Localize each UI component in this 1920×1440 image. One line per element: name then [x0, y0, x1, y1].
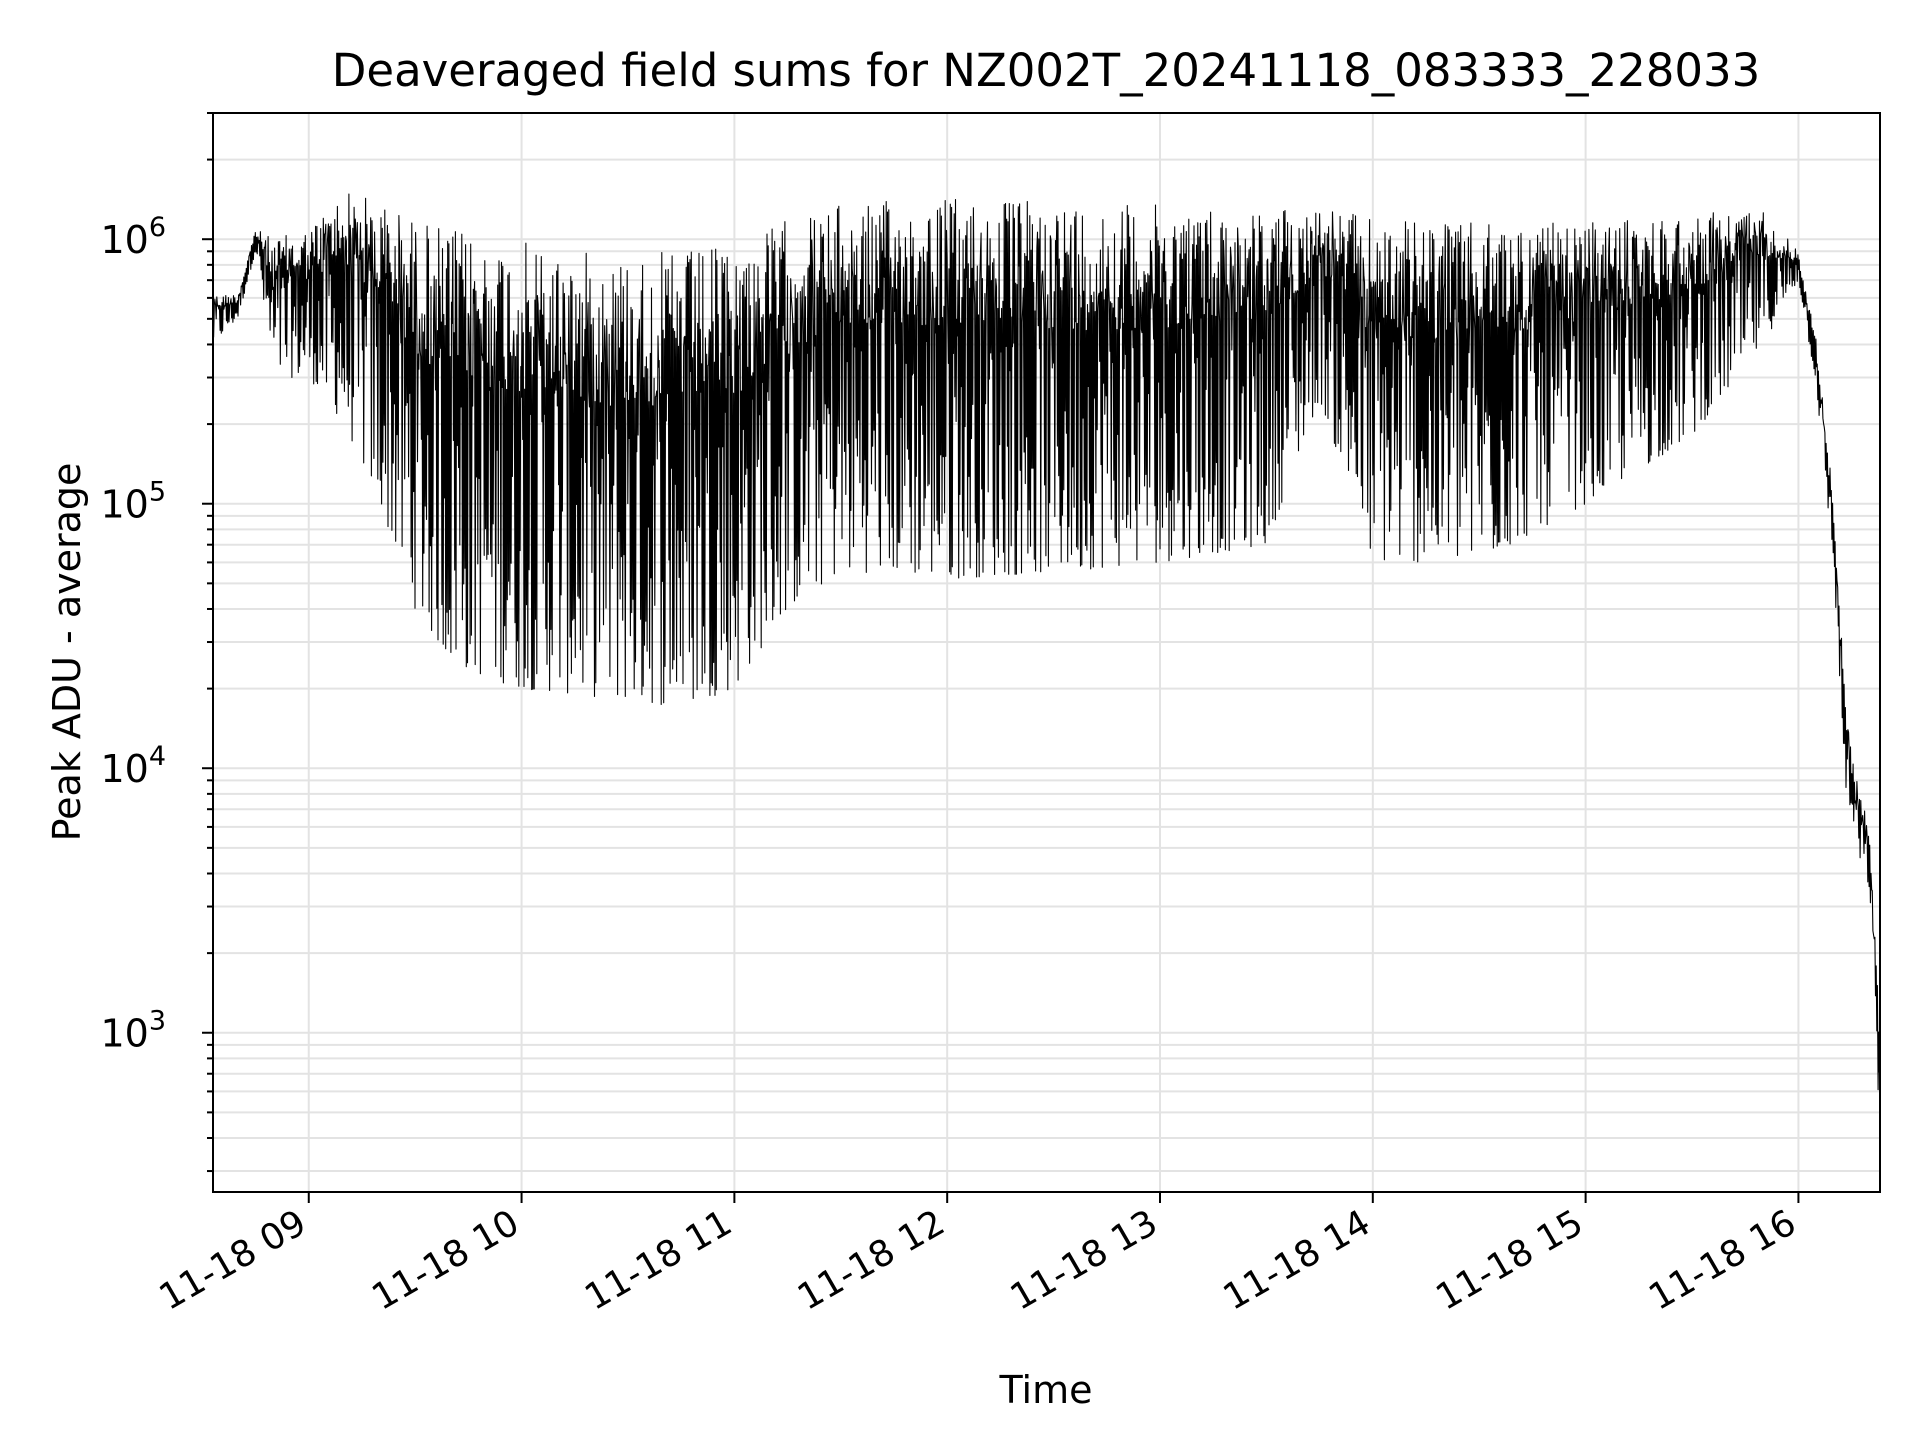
chart-title: Deaveraged field sums for NZ002T_2024111…	[332, 44, 1761, 97]
y-axis-label: Peak ADU - average	[45, 463, 89, 842]
axis-ticks	[202, 112, 1800, 1203]
data-series	[212, 193, 1881, 1091]
y-tick-label: 103	[100, 1006, 166, 1056]
y-tick-label: 104	[100, 741, 166, 791]
y-tick-label: 105	[100, 477, 166, 527]
y-tick-labels: 103 104 105 106	[100, 212, 166, 1056]
x-axis-label: Time	[999, 1368, 1093, 1412]
plot-frame	[212, 112, 1881, 1193]
series-line	[212, 193, 1881, 1091]
y-tick-label: 106	[100, 212, 166, 262]
